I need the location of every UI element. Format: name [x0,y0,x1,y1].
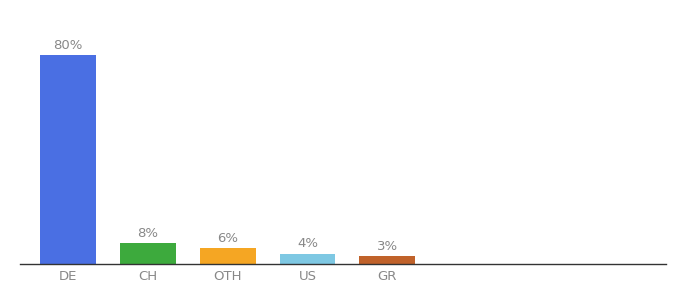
Bar [120,243,176,264]
Bar [279,254,335,264]
Text: 3%: 3% [377,240,398,253]
Bar [359,256,415,264]
Text: 6%: 6% [217,232,238,245]
Bar [40,55,96,264]
Bar [200,248,256,264]
Text: 4%: 4% [297,237,318,250]
Text: 8%: 8% [137,227,158,240]
Text: 80%: 80% [54,39,83,52]
